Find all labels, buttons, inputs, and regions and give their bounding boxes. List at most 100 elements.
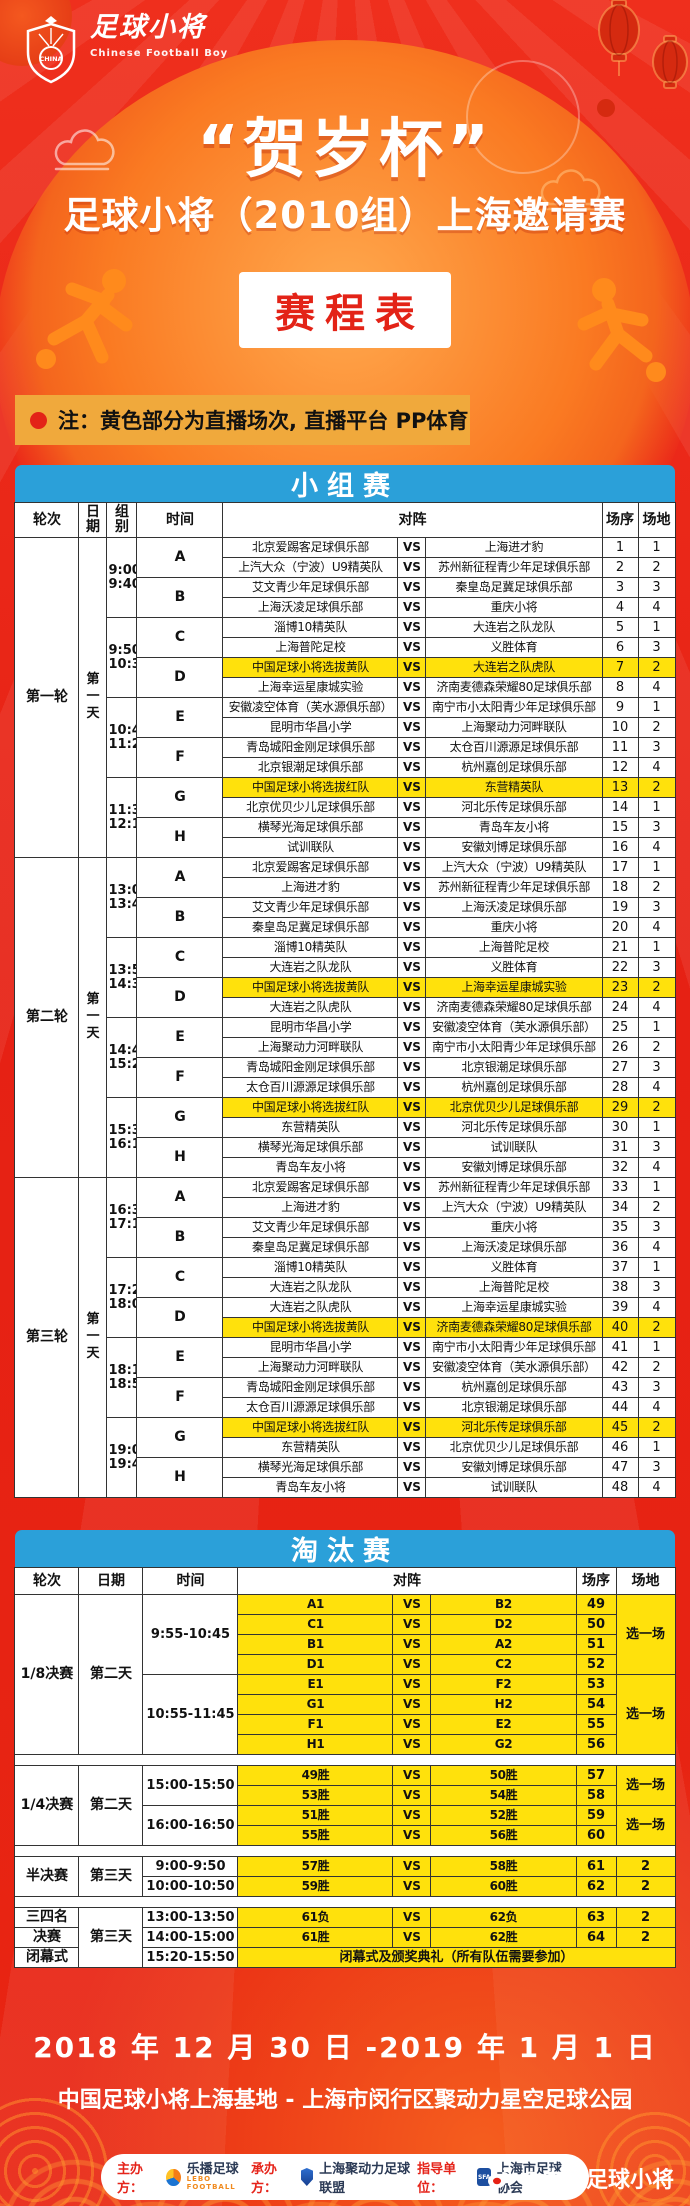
away-team-cell: 安徽凌空体育（芙水源俱乐部）	[425, 1357, 603, 1378]
away-team-cell: 苏州新征程青少年足球俱乐部	[425, 1177, 603, 1198]
away-team-cell: 北京优贝少儿足球俱乐部	[425, 1097, 603, 1118]
group-match-row: 太仓百川源源足球俱乐部 VS 北京银潮足球俱乐部 44 4	[15, 1397, 676, 1418]
gap-cell	[14, 1754, 676, 1766]
event-subtitle: 足球小将（2010组）上海邀请赛	[63, 194, 627, 237]
circle-outline-decoration	[466, 60, 580, 174]
section-gap	[14, 1896, 676, 1908]
match-seq-cell: 61	[575, 1856, 617, 1877]
vs-label: VS	[397, 1377, 427, 1398]
vs-label: VS	[397, 1037, 427, 1058]
home-team-cell: 东营精英队	[222, 1437, 399, 1458]
group-cell: A	[136, 1177, 224, 1218]
group-cell: F	[136, 1377, 224, 1418]
group-match-row: 上海聚动力河畔联队 VS 安徽凌空体育（芙水源俱乐部） 42 2	[15, 1357, 676, 1378]
vs-label: VS	[392, 1907, 432, 1928]
round-cell: 第二轮	[14, 857, 80, 1178]
match-seq-cell: 26	[601, 1037, 639, 1058]
field-cell: 4	[637, 597, 676, 618]
time-cell: 9:00-9:40	[106, 537, 138, 618]
home-team-cell: 大连岩之队虎队	[222, 1297, 399, 1318]
poster-header: CHINA 足球小将 Chinese Football Boy	[0, 0, 690, 393]
vs-label: VS	[397, 1197, 427, 1218]
vs-label: VS	[392, 1654, 432, 1675]
group-match-row: 中国足球小将选拔黄队 VS 济南麦德森荣耀80足球俱乐部 40 2	[15, 1317, 676, 1338]
away-team-cell: 重庆小将	[425, 1217, 603, 1238]
time-cell: 16:30-17:10	[106, 1177, 138, 1258]
group-cell: B	[136, 897, 224, 938]
knockout-match-row: C1 VS D2 50	[15, 1614, 675, 1635]
vs-label: VS	[397, 797, 427, 818]
match-seq-cell: 8	[601, 677, 639, 698]
vs-label: VS	[397, 557, 427, 578]
vs-label: VS	[397, 857, 427, 878]
match-seq-cell: 37	[601, 1257, 639, 1278]
away-team-cell: 上汽大众（宁波）U9精英队	[425, 1197, 603, 1218]
home-team-cell: 北京爱踢客足球俱乐部	[222, 1177, 399, 1198]
match-seq-cell: 44	[601, 1397, 639, 1418]
field-cell: 3	[637, 1457, 676, 1478]
sfa-badge-icon: SFA	[477, 2168, 491, 2186]
match-seq-cell: 28	[601, 1077, 639, 1098]
vs-label: VS	[397, 657, 427, 678]
home-team-cell: 中国足球小将选拔黄队	[222, 657, 399, 678]
home-team-cell: 61胜	[237, 1927, 394, 1948]
time-cell: 17:20-18:00	[106, 1257, 138, 1338]
knockout-header: 轮次 日期 时间 对阵 场序 场地	[14, 1567, 676, 1595]
time-cell: 10:40-11:20	[106, 697, 138, 778]
group-cell: A	[136, 537, 224, 578]
away-team-cell: E2	[430, 1714, 577, 1735]
away-team-cell: 重庆小将	[425, 917, 603, 938]
match-seq-cell: 60	[575, 1825, 617, 1846]
brand-name-cn: 足球小将	[90, 12, 206, 43]
group-match-row: 东营精英队 VS 北京优贝少儿足球俱乐部 46 1	[15, 1437, 676, 1458]
vs-label: VS	[392, 1734, 432, 1755]
group-stage-header: 轮次 日期 组别 时间 对阵 场序 场地	[14, 502, 676, 538]
match-seq-cell: 5	[601, 617, 639, 638]
group-cell: F	[136, 737, 224, 778]
time-cell: 18:10-18:50	[106, 1337, 138, 1418]
match-seq-cell: 23	[601, 977, 639, 998]
home-team-cell: 横琴光海足球俱乐部	[222, 817, 399, 838]
group-match-row: F 青岛城阳金刚足球俱乐部 VS 北京银潮足球俱乐部 27 3	[15, 1057, 676, 1098]
knockout-title-bar: 淘汰赛	[15, 1530, 675, 1567]
round-cell: 1/4决赛	[14, 1765, 80, 1846]
away-team-cell: 济南麦德森荣耀80足球俱乐部	[425, 1317, 603, 1338]
group-cell: G	[136, 1417, 224, 1458]
away-team-cell: 60胜	[430, 1876, 577, 1897]
home-team-cell: 青岛城阳金刚足球俱乐部	[222, 737, 399, 758]
vs-label: VS	[392, 1694, 432, 1715]
group-match-row: 秦皇岛足冀足球俱乐部 VS 上海沃凌足球俱乐部 36 4	[15, 1237, 676, 1258]
group-cell: E	[136, 1017, 224, 1058]
group-match-row: 东营精英队 VS 河北乐传足球俱乐部 30 1	[15, 1117, 676, 1138]
away-team-cell: 南宁市小太阳青少年足球俱乐部	[425, 697, 603, 718]
field-cell: 3	[637, 957, 676, 978]
broadcast-note-text: 注：黄色部分为直播场次, 直播平台 PP体育	[58, 409, 469, 433]
away-team-cell: 试训联队	[425, 1137, 603, 1158]
home-team-cell: 上海幸运星康城实验	[222, 677, 399, 698]
field-cell: 1	[637, 1437, 676, 1458]
vs-label: VS	[397, 1097, 427, 1118]
field-cell: 1	[637, 537, 676, 558]
group-match-row: 上汽大众（宁波）U9精英队 VS 苏州新征程青少年足球俱乐部 2 2	[15, 557, 676, 578]
home-team-cell: 昆明市华昌小学	[222, 717, 399, 738]
field-cell: 4	[637, 1397, 676, 1418]
match-seq-cell: 64	[575, 1927, 617, 1948]
home-team-cell: G1	[237, 1694, 394, 1715]
match-seq-cell: 25	[601, 1017, 639, 1038]
time-cell: 11:30-12:10	[106, 777, 138, 858]
vs-label: VS	[392, 1594, 432, 1615]
section-gap	[14, 1845, 676, 1857]
vs-label: VS	[397, 897, 427, 918]
group-cell: C	[136, 617, 224, 658]
group-cell: D	[136, 1297, 224, 1338]
group-match-row: 上海进才豹 VS 苏州新征程青少年足球俱乐部 18 2	[15, 877, 676, 898]
home-team-cell: 秦皇岛足冀足球俱乐部	[222, 1237, 399, 1258]
knockout-match-row: 10:55-11:45 E1 VS F2 53 选一场	[15, 1674, 676, 1755]
event-venue: 中国足球小将上海基地 - 上海市闵行区聚动力星空足球公园	[57, 2088, 633, 2113]
group-cell: H	[136, 1137, 224, 1178]
time-cell: 9:00-9:50	[142, 1856, 239, 1877]
knockout-match-row: 1/8决赛 第二天 9:55-10:45 A1 VS B2 49 选一场	[14, 1594, 676, 1755]
home-team-cell: 大连岩之队龙队	[222, 1277, 399, 1298]
round-cell: 第三轮	[14, 1177, 80, 1498]
ceremony-note-cell: 闭幕式及颁奖典礼（所有队伍需要参加）	[237, 1947, 676, 1968]
